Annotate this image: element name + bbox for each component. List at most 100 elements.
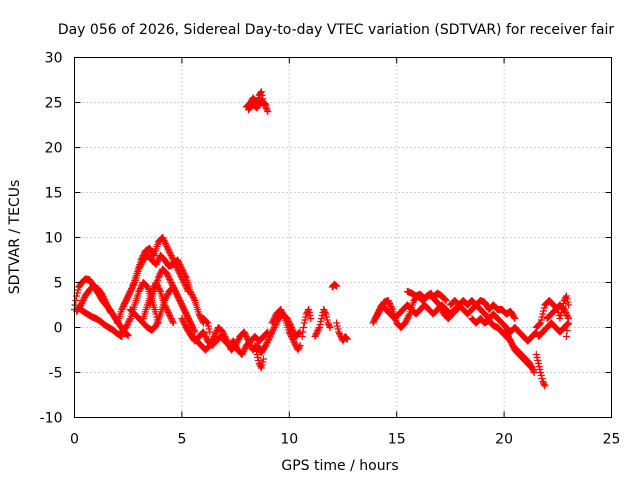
data-point (268, 328, 276, 336)
data-point (323, 313, 330, 321)
data-point (169, 319, 177, 327)
data-point (295, 330, 303, 337)
data-point (204, 319, 212, 327)
data-point (201, 331, 209, 339)
data-point (252, 348, 260, 355)
data-point (540, 379, 547, 387)
data-point (343, 335, 351, 343)
data-point (202, 334, 210, 342)
data-point (78, 298, 86, 306)
data-point (154, 258, 162, 265)
data-point (180, 279, 188, 286)
data-point (122, 324, 130, 331)
data-point (126, 316, 134, 324)
data-point (531, 330, 539, 337)
data-point (126, 288, 134, 295)
data-point (166, 249, 174, 256)
data-point (212, 330, 220, 337)
data-point (294, 346, 302, 354)
data-point (335, 328, 343, 336)
data-point (246, 340, 254, 348)
data-point (196, 312, 204, 319)
data-point (165, 310, 173, 318)
data-point (252, 345, 260, 352)
data-point (377, 304, 385, 312)
data-point (155, 273, 163, 280)
data-point (233, 339, 241, 346)
data-point (179, 303, 187, 310)
data-point (183, 285, 191, 292)
data-point (278, 309, 286, 316)
data-point (180, 319, 188, 327)
data-point (565, 315, 572, 322)
data-point (221, 333, 229, 340)
data-point (241, 345, 249, 352)
data-point (206, 328, 214, 336)
data-point (269, 318, 277, 325)
data-point (277, 306, 285, 313)
data-point (188, 291, 196, 298)
data-point (259, 358, 267, 366)
data-point (532, 351, 540, 358)
data-point (172, 261, 179, 268)
data-point (125, 291, 133, 298)
y-tick-label: 0 (54, 321, 63, 337)
data-point (156, 286, 164, 294)
data-point (170, 285, 178, 292)
data-point (451, 307, 459, 315)
data-point (262, 100, 270, 108)
y-tick-label: 10 (45, 231, 63, 247)
data-point (209, 334, 217, 342)
data-point (173, 264, 181, 271)
data-point (104, 303, 112, 311)
data-point (124, 292, 132, 300)
data-point (300, 319, 308, 327)
data-point (556, 315, 564, 322)
data-point (510, 313, 518, 321)
data-point (452, 306, 460, 314)
data-point (137, 283, 145, 291)
data-point (315, 324, 323, 331)
data-point (320, 306, 328, 313)
data-point (209, 336, 217, 343)
data-point (166, 277, 174, 285)
data-point (73, 289, 81, 297)
data-point (168, 280, 176, 288)
y-tick-label: 25 (45, 96, 63, 112)
data-point (156, 271, 164, 279)
data-point (268, 319, 276, 327)
data-point (257, 88, 265, 96)
data-point (244, 336, 252, 343)
x-tick-label: 20 (495, 432, 513, 448)
data-point (199, 328, 207, 336)
data-point (121, 300, 129, 307)
data-point (441, 296, 449, 304)
data-point (562, 333, 570, 340)
data-point (267, 331, 275, 339)
data-point (148, 288, 156, 295)
data-point (402, 318, 410, 325)
data-point (291, 340, 299, 348)
data-point (234, 337, 242, 345)
data-point (207, 339, 215, 346)
data-point (152, 261, 160, 268)
data-point (204, 322, 212, 330)
data-point (314, 327, 322, 334)
data-point (174, 267, 182, 274)
data-point (305, 306, 313, 313)
data-point (299, 328, 307, 336)
data-point (306, 312, 314, 319)
data-point (506, 336, 514, 343)
data-point (376, 307, 383, 315)
data-point (436, 303, 444, 310)
data-point (187, 321, 195, 328)
data-point (343, 334, 351, 342)
data-point (538, 313, 546, 321)
data-point (560, 306, 568, 313)
data-point (178, 274, 186, 282)
data-point (311, 333, 319, 340)
data-point (180, 306, 188, 313)
data-point (123, 330, 131, 338)
data-point (313, 330, 320, 337)
data-point (304, 307, 312, 315)
